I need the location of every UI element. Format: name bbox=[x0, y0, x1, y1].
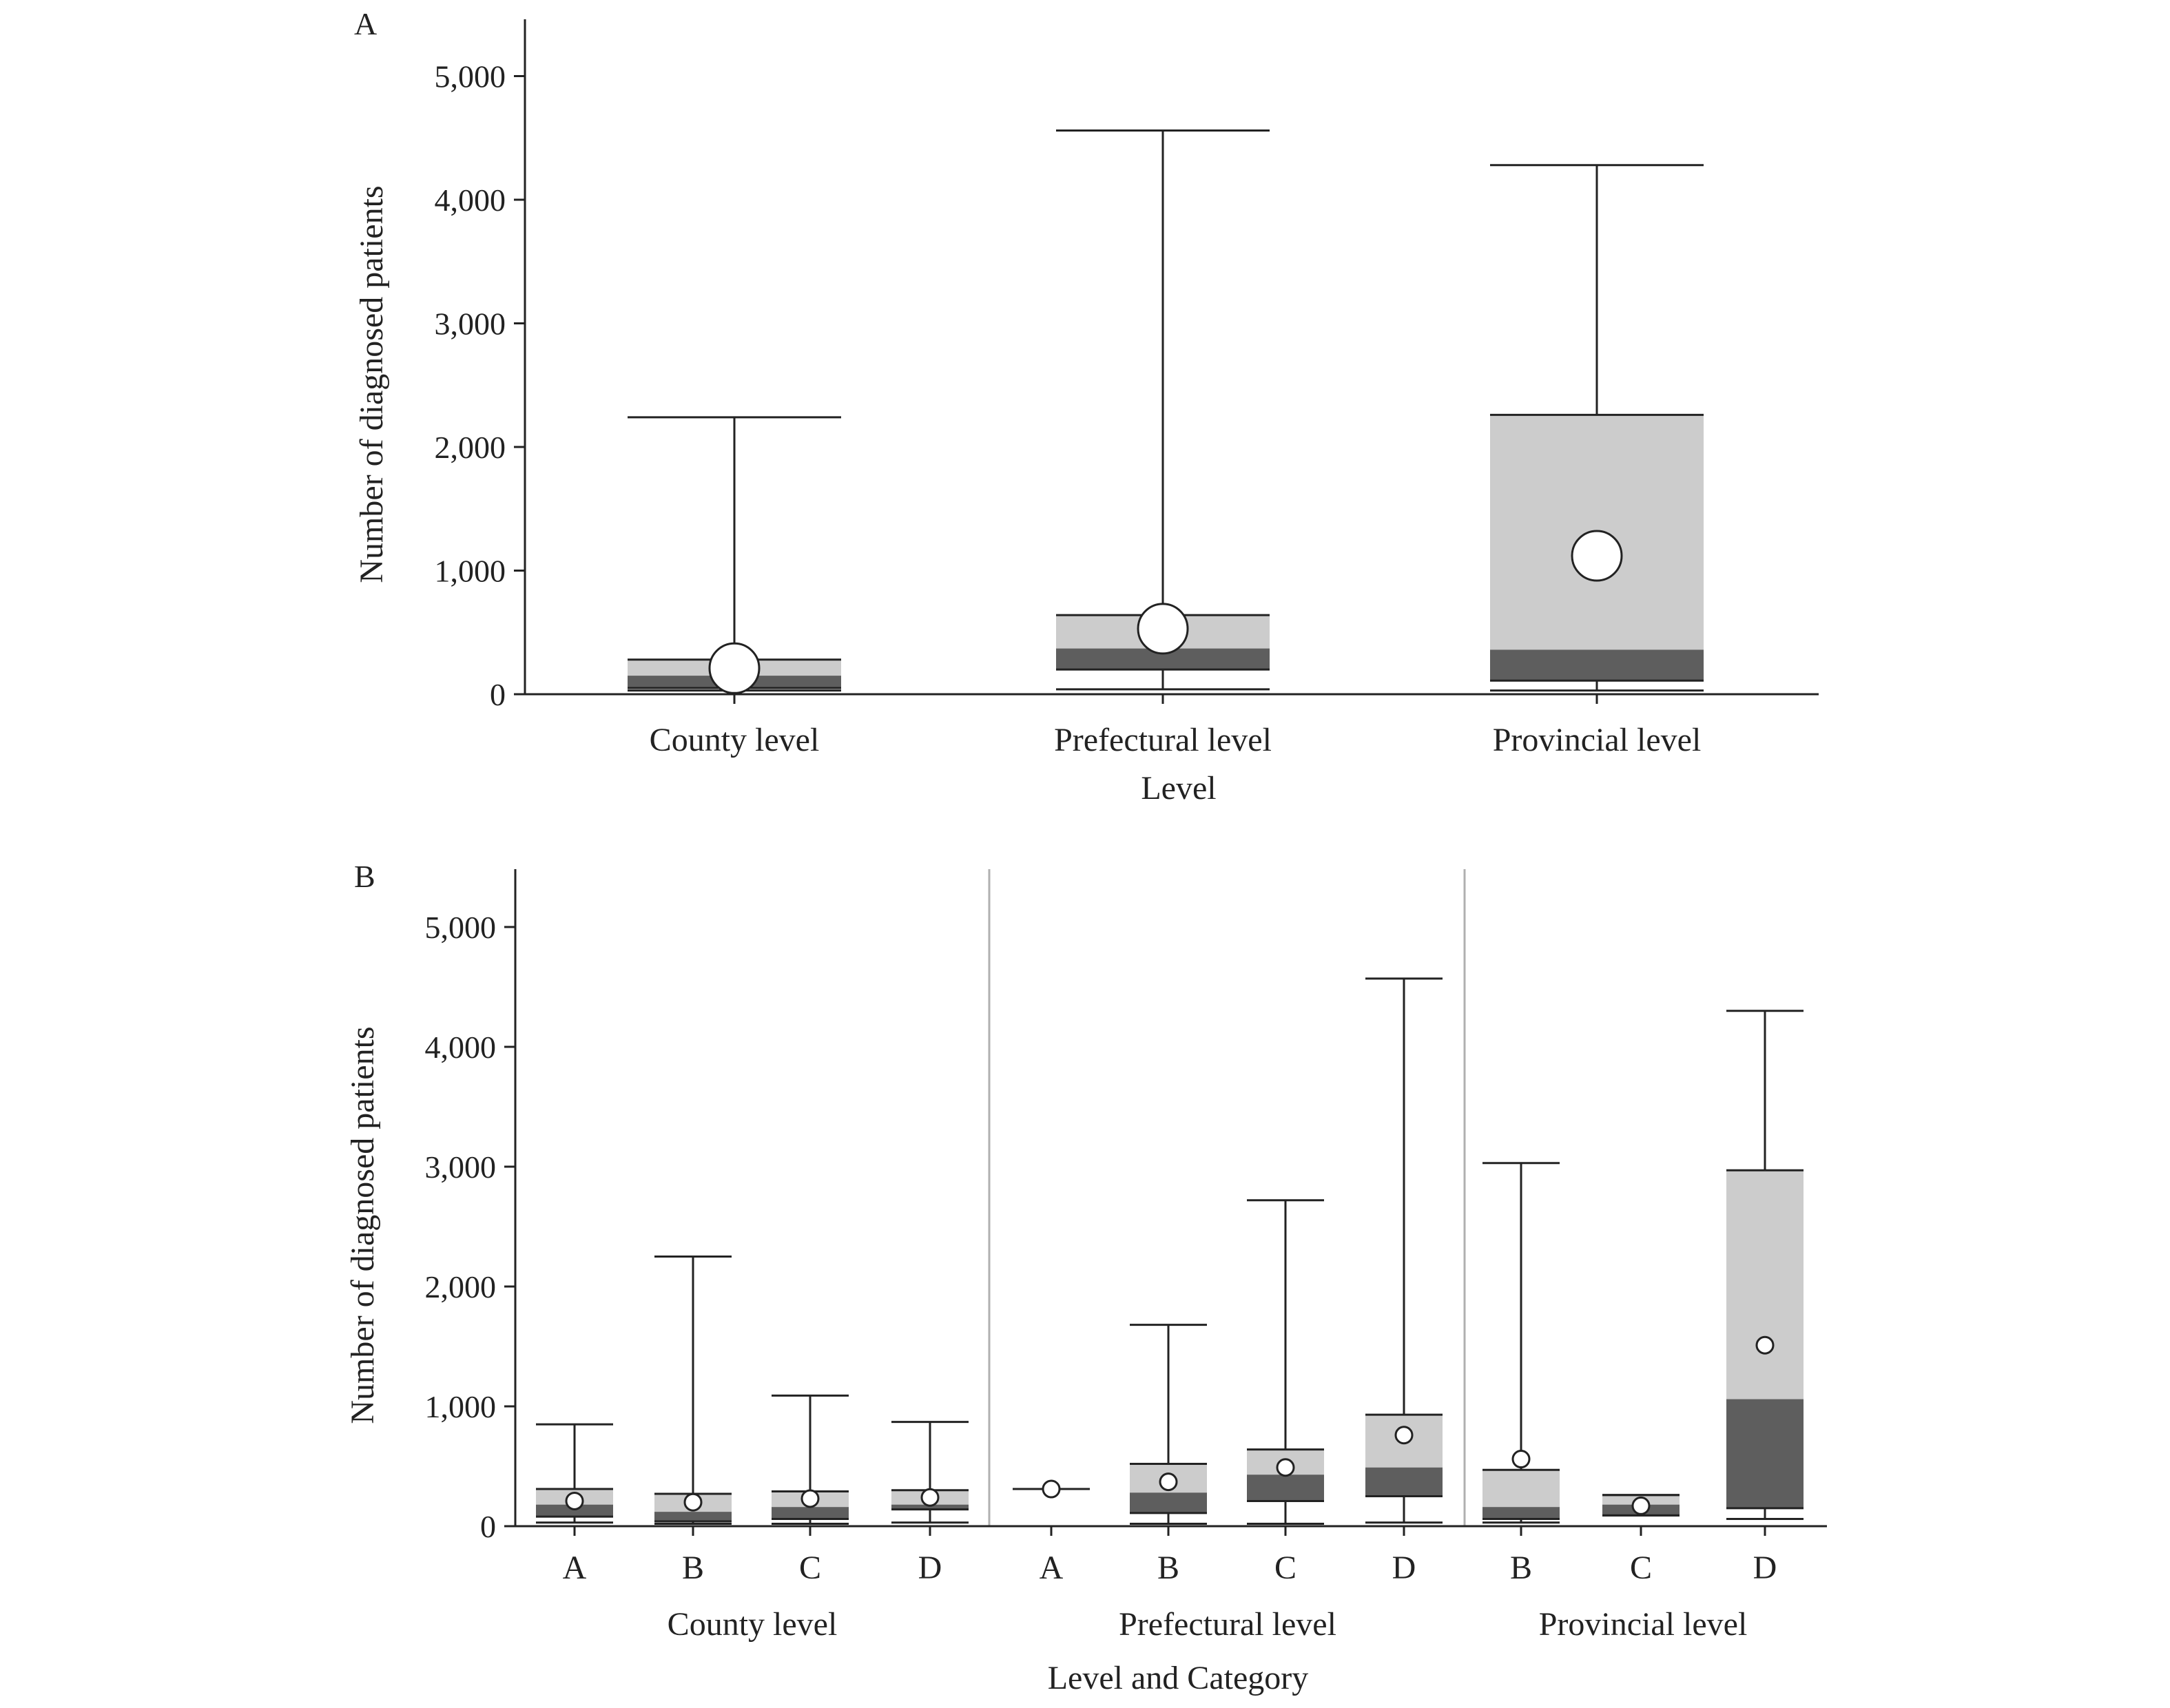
x-category-label: County level bbox=[650, 722, 820, 758]
box-upper-quartile bbox=[1726, 1170, 1804, 1399]
box-upper-quartile bbox=[1482, 1470, 1560, 1508]
box-lower-quartile bbox=[1490, 649, 1704, 681]
x-category-label: A bbox=[563, 1550, 587, 1586]
box-element bbox=[1365, 977, 1443, 1524]
box-element bbox=[1013, 1479, 1090, 1499]
y-tick-label: 5,000 bbox=[435, 59, 506, 94]
box-element bbox=[536, 1423, 613, 1524]
y-tick-label: 0 bbox=[490, 677, 506, 712]
y-tick-label: 1,000 bbox=[425, 1389, 497, 1424]
y-tick-label: 5,000 bbox=[425, 910, 497, 945]
box-lower-quartile bbox=[1247, 1475, 1324, 1501]
box-element bbox=[772, 1394, 849, 1525]
mean-marker bbox=[920, 1488, 940, 1507]
y-axis-title: Number of diagnosed patients bbox=[353, 185, 390, 583]
box-lower-quartile bbox=[536, 1504, 613, 1517]
box-element bbox=[654, 1256, 732, 1525]
panel-letter: B bbox=[354, 859, 375, 894]
y-tick-label: 1,000 bbox=[435, 554, 506, 589]
x-group-label: Provincial level bbox=[1539, 1606, 1748, 1643]
mean-marker bbox=[1042, 1479, 1061, 1499]
box-element bbox=[1726, 1010, 1804, 1521]
box-lower-quartile bbox=[654, 1512, 732, 1522]
x-category-label: C bbox=[1274, 1550, 1296, 1586]
mean-marker bbox=[1394, 1426, 1414, 1445]
mean-marker bbox=[1511, 1450, 1531, 1469]
mean-marker bbox=[1137, 603, 1189, 655]
box-lower-quartile bbox=[891, 1504, 969, 1510]
mean-marker bbox=[708, 642, 761, 694]
x-category-label: D bbox=[918, 1550, 942, 1586]
y-tick-label: 2,000 bbox=[425, 1269, 497, 1304]
box-element bbox=[891, 1421, 969, 1524]
mean-marker bbox=[1276, 1458, 1295, 1477]
mean-marker bbox=[683, 1492, 703, 1512]
box-lower-quartile bbox=[772, 1507, 849, 1519]
x-category-label: B bbox=[682, 1550, 704, 1586]
box-element bbox=[1130, 1324, 1207, 1525]
x-group-label: County level bbox=[668, 1606, 838, 1643]
x-axis-title: Level and Category bbox=[1048, 1660, 1309, 1696]
box-element bbox=[1490, 164, 1704, 692]
box-element bbox=[1482, 1162, 1560, 1524]
y-tick-label: 3,000 bbox=[435, 306, 506, 342]
box-lower-quartile bbox=[1726, 1399, 1804, 1508]
x-category-label: A bbox=[1040, 1550, 1064, 1586]
y-tick-label: 4,000 bbox=[435, 183, 506, 218]
mean-marker bbox=[1755, 1335, 1775, 1355]
box-element bbox=[1056, 129, 1270, 691]
panel-letter: A bbox=[354, 6, 377, 41]
mean-marker bbox=[1631, 1496, 1651, 1515]
x-category-label: D bbox=[1392, 1550, 1416, 1586]
mean-marker bbox=[1159, 1472, 1178, 1492]
mean-marker bbox=[565, 1491, 584, 1510]
box-element bbox=[628, 416, 841, 694]
box-lower-quartile bbox=[1130, 1492, 1207, 1513]
x-category-label: B bbox=[1157, 1550, 1179, 1586]
y-tick-label: 2,000 bbox=[435, 430, 506, 465]
mean-marker bbox=[1571, 530, 1623, 582]
mean-marker bbox=[800, 1489, 820, 1508]
x-axis-title: Level bbox=[1141, 770, 1216, 806]
y-tick-label: 0 bbox=[480, 1509, 496, 1544]
x-category-label: D bbox=[1753, 1550, 1777, 1586]
box-lower-quartile bbox=[1365, 1467, 1443, 1497]
x-category-label: Provincial level bbox=[1493, 722, 1702, 758]
x-category-label: Prefectural level bbox=[1054, 722, 1272, 758]
x-category-label: B bbox=[1510, 1550, 1532, 1586]
box-element bbox=[1602, 1494, 1680, 1517]
x-group-label: Prefectural level bbox=[1119, 1606, 1336, 1643]
box-lower-quartile bbox=[1482, 1507, 1560, 1519]
x-category-label: C bbox=[1630, 1550, 1652, 1586]
box-element bbox=[1247, 1199, 1324, 1525]
y-tick-label: 3,000 bbox=[425, 1149, 497, 1185]
y-tick-label: 4,000 bbox=[425, 1030, 497, 1065]
x-category-label: C bbox=[799, 1550, 821, 1586]
y-axis-title: Number of diagnosed patients bbox=[344, 1026, 381, 1424]
